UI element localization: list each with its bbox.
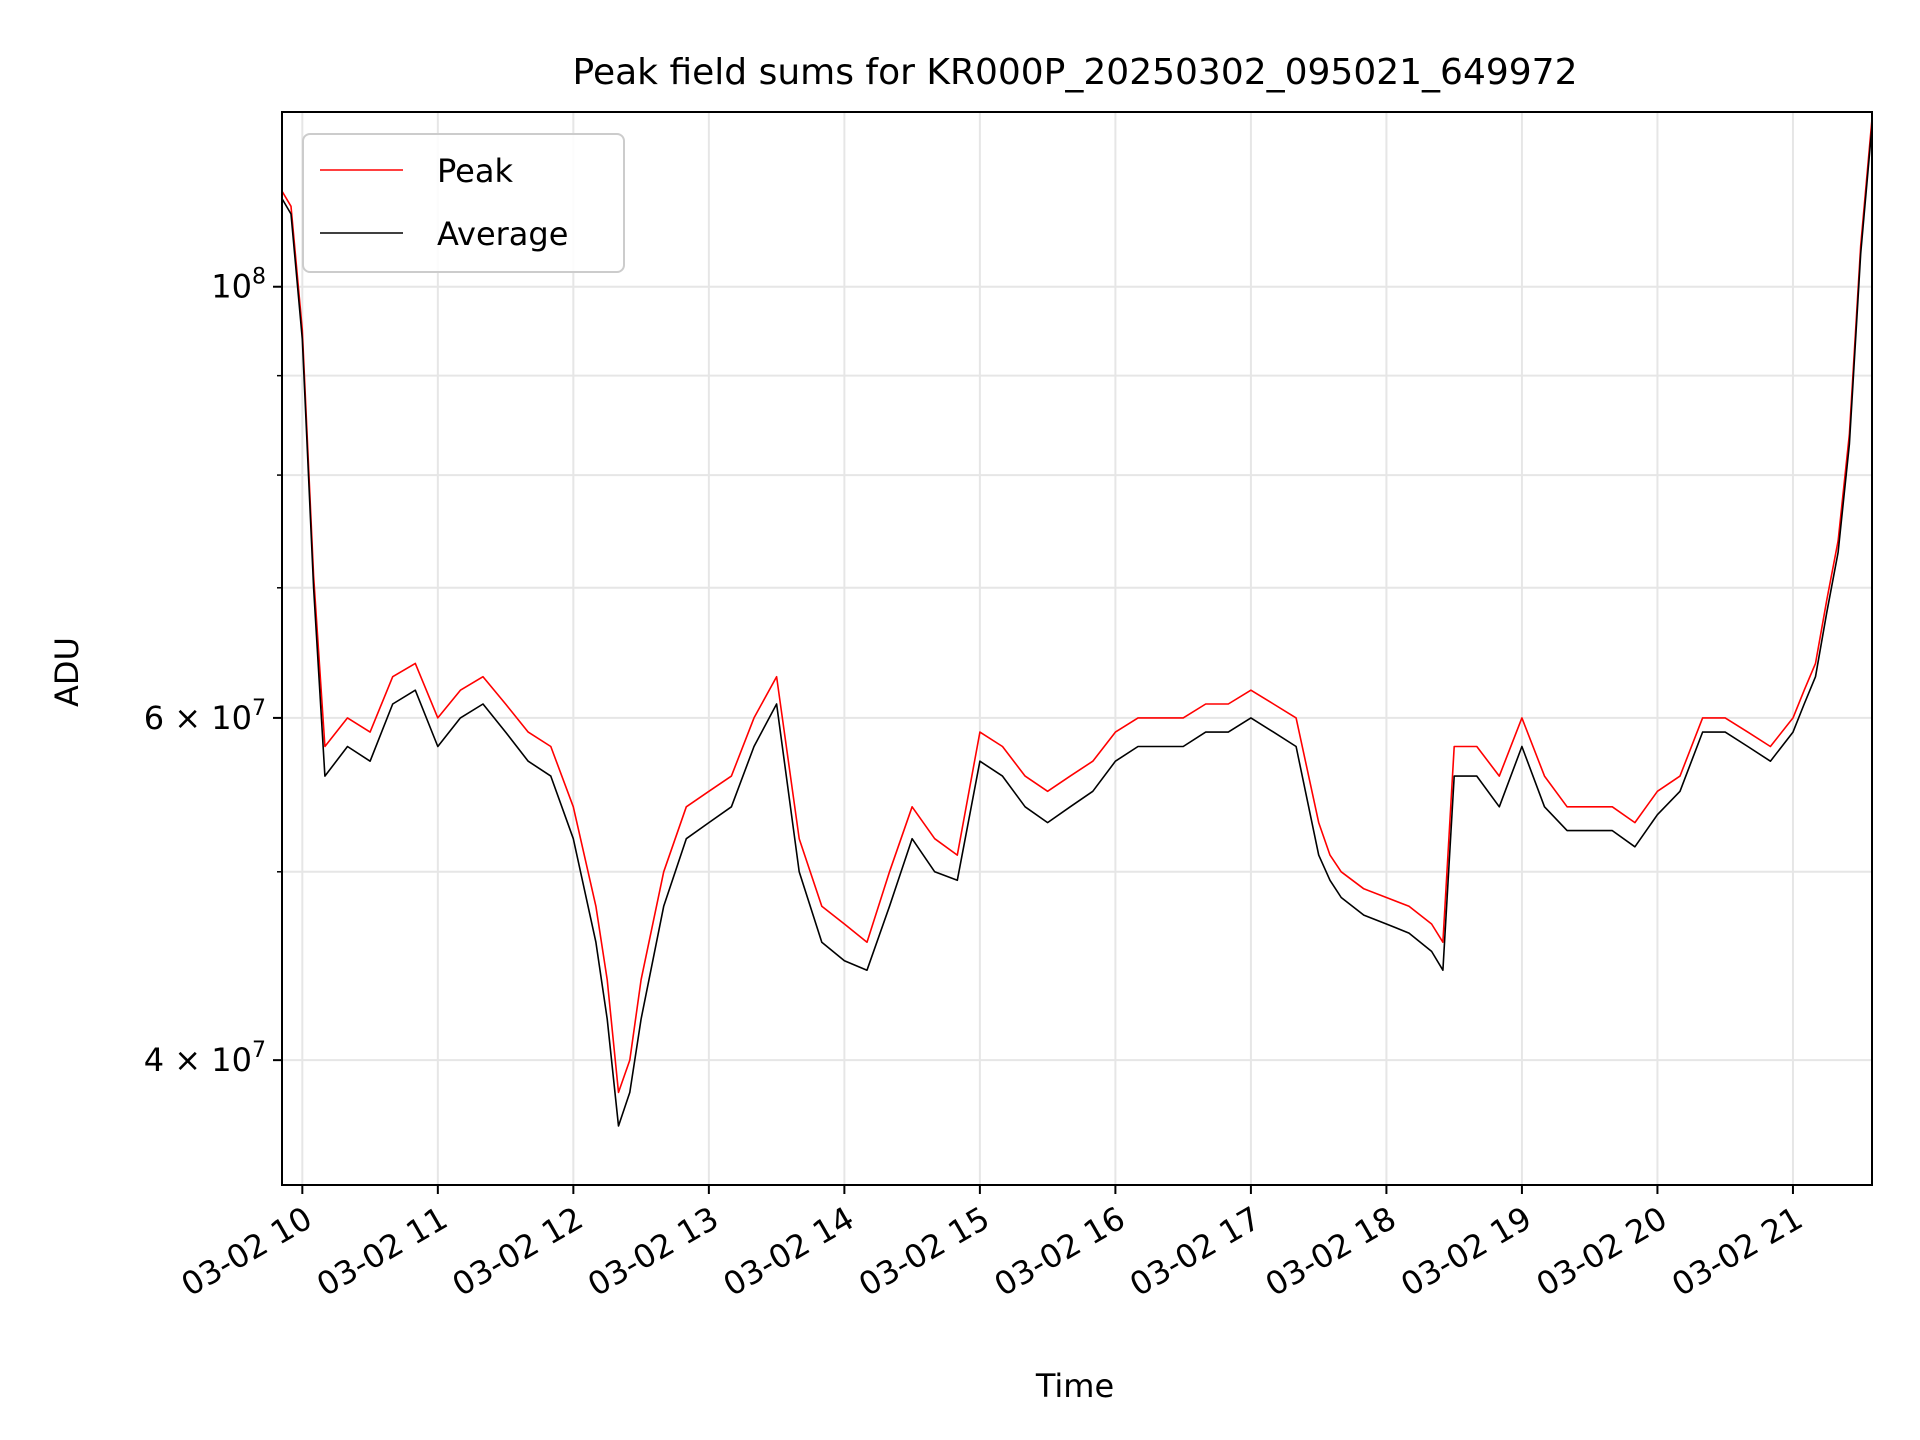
legend-box [302,133,625,273]
axes-frame [281,111,1873,1186]
series-line-average [281,125,1873,1127]
grid-layer [282,112,1872,1185]
y-axis-label: ADU [48,637,86,707]
data-layer [281,118,1873,1127]
x-axis-label: Time [1035,1367,1114,1405]
legend-peak-label: Peak [437,152,513,190]
y-tick-label: 6 × 107 [144,696,266,737]
legend: Peak Average [302,133,625,273]
series-line-peak [281,118,1873,1094]
y-tick-label: 108 [211,265,266,306]
legend-average-label: Average [437,215,568,253]
y-axis-ticks: 4 × 107 6 × 107 108 [144,265,282,1079]
chart-title: Peak field sums for KR000P_20250302_0950… [573,52,1578,93]
y-tick-label: 4 × 107 [144,1038,266,1079]
